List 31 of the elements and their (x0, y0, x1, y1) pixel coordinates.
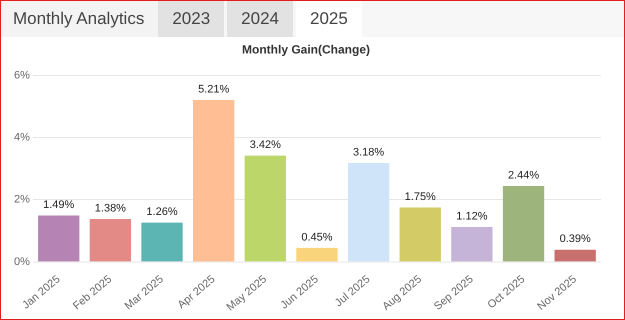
data-label: 0.39% (560, 233, 591, 246)
data-label: 3.18% (352, 146, 384, 159)
chart-title: Monthly Gain(Change) (242, 42, 370, 57)
data-label: 1.38% (94, 202, 126, 214)
bar (193, 100, 234, 262)
bar (90, 218, 132, 262)
data-label: 5.21% (198, 83, 230, 96)
data-label: 0.45% (301, 231, 333, 244)
data-label: 2.44% (508, 170, 540, 182)
data-label: 1.75% (404, 190, 436, 203)
data-label: 1.26% (146, 206, 178, 218)
bar (141, 222, 183, 262)
data-label: 3.42% (250, 139, 282, 152)
bar (451, 227, 493, 262)
bar (244, 156, 286, 262)
data-label: 1.49% (43, 199, 75, 212)
bar (38, 216, 80, 262)
text: 2023 (158, 1, 224, 37)
text: Monthly Analytics (1, 1, 158, 37)
bar (296, 248, 338, 262)
y-tick-label: 6% (14, 69, 30, 82)
data-label: 1.12% (456, 210, 488, 223)
bar (348, 163, 390, 262)
text: 2024 (227, 1, 293, 37)
y-tick-label: 0% (14, 256, 30, 268)
bar (400, 207, 441, 262)
y-tick-label: 2% (14, 194, 30, 206)
bar (502, 186, 544, 262)
bar (554, 250, 596, 262)
y-tick-label: 4% (14, 132, 30, 144)
text: 2025 (296, 1, 362, 37)
